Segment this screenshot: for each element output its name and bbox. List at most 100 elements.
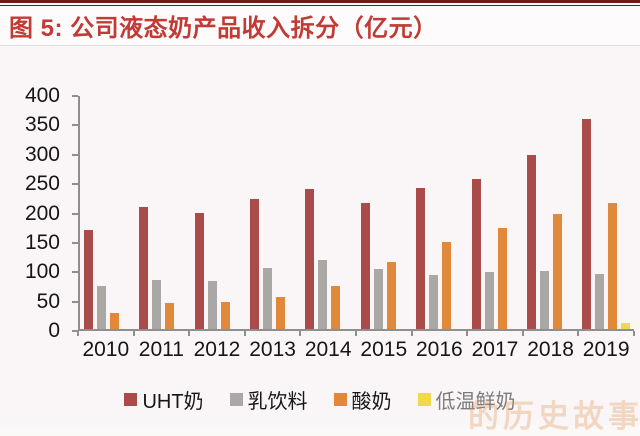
x-tick-mark xyxy=(355,331,357,336)
y-tick-label-100: 100 xyxy=(24,260,60,284)
y-tick-mark xyxy=(72,241,78,244)
bar-酸奶-2014 xyxy=(331,285,341,329)
bar-UHT奶-2014 xyxy=(305,189,315,329)
x-tick-label-2013: 2013 xyxy=(249,338,296,361)
bar-UHT奶-2013 xyxy=(249,199,259,329)
bar-乳饮料-2011 xyxy=(152,279,162,329)
y-tick-mark xyxy=(72,330,78,332)
legend-swatch-酸奶 xyxy=(333,393,347,406)
plot-area xyxy=(78,96,634,331)
bar-酸奶-2010 xyxy=(109,313,119,329)
bar-乳饮料-2013 xyxy=(262,267,272,329)
y-tick-mark xyxy=(72,212,78,215)
bar-酸奶-2019 xyxy=(608,202,618,329)
bar-group-2014 xyxy=(302,96,357,329)
bar-chart: 0 50 100 150 200 250 300 350 400 2010 2011 2012 201… xyxy=(0,47,640,434)
legend-item-UHT奶: UHT奶 xyxy=(124,385,204,414)
x-tick-label-2012: 2012 xyxy=(193,338,241,361)
bar-group-2015 xyxy=(357,96,412,329)
bar-酸奶-2015 xyxy=(386,262,396,329)
y-tick-label-400: 400 xyxy=(24,84,60,107)
bar-UHT奶-2012 xyxy=(194,212,204,329)
bar-低温鲜奶-2019 xyxy=(621,323,631,329)
top-rule-gap xyxy=(0,3,640,5)
bar-group-2016 xyxy=(412,96,467,329)
bar-酸奶-2011 xyxy=(165,302,175,329)
bar-UHT奶-2011 xyxy=(139,206,149,329)
x-tick-label-2017: 2017 xyxy=(471,338,519,361)
bar-乳饮料-2015 xyxy=(373,268,383,329)
bar-UHT奶-2019 xyxy=(582,119,592,329)
x-tick-label-2019: 2019 xyxy=(582,338,630,361)
bar-酸奶-2012 xyxy=(220,301,230,329)
bar-乳饮料-2012 xyxy=(207,281,217,329)
x-tick-mark xyxy=(577,331,580,336)
legend-swatch-乳饮料 xyxy=(229,393,243,406)
bar-酸奶-2013 xyxy=(275,297,285,329)
top-rule-thin xyxy=(0,5,640,6)
x-tick-mark xyxy=(466,331,469,336)
chart-legend: UHT奶 乳饮料 酸奶 低温鲜奶 xyxy=(0,385,640,414)
legend-label-酸奶: 酸奶 xyxy=(351,391,392,413)
bar-乳饮料-2019 xyxy=(595,273,605,329)
bar-酸奶-2016 xyxy=(442,242,452,329)
bar-group-2012 xyxy=(191,96,246,329)
bar-UHT奶-2017 xyxy=(471,178,481,329)
bar-乳饮料-2010 xyxy=(96,286,106,329)
x-tick-mark xyxy=(188,331,191,336)
bar-group-2017 xyxy=(468,96,523,329)
x-tick-mark xyxy=(299,331,302,336)
x-tick-label-2010: 2010 xyxy=(82,338,130,361)
bar-group-2010 xyxy=(80,96,135,329)
bar-group-2011 xyxy=(135,96,190,329)
bar-UHT奶-2010 xyxy=(83,230,93,329)
y-tick-mark xyxy=(72,95,78,97)
y-tick-label-150: 150 xyxy=(24,230,60,254)
legend-label-乳饮料: 乳饮料 xyxy=(247,391,308,413)
bar-酸奶-2017 xyxy=(497,227,507,329)
x-tick-label-2011: 2011 xyxy=(138,338,184,361)
y-tick-label-0: 0 xyxy=(48,319,60,342)
top-rule-thick xyxy=(0,0,640,3)
bar-UHT奶-2018 xyxy=(526,154,536,329)
x-tick-label-2018: 2018 xyxy=(527,338,574,361)
y-tick-label-300: 300 xyxy=(24,142,60,166)
x-tick-label-2015: 2015 xyxy=(360,338,408,361)
x-axis-labels: 2010 2011 2012 2013 2014 2015 2016 2017 2018 2019 xyxy=(78,338,634,362)
bar-乳饮料-2018 xyxy=(539,270,549,329)
figure-title: 图 5: 公司液态奶产品收入拆分（亿元） xyxy=(9,15,438,42)
bar-乳饮料-2014 xyxy=(318,259,328,329)
y-axis-labels: 0 50 100 150 200 250 300 350 400 xyxy=(0,47,70,347)
y-tick-mark xyxy=(72,300,78,303)
legend-swatch-UHT奶 xyxy=(124,393,138,406)
x-tick-label-2016: 2016 xyxy=(416,338,463,361)
bar-UHT奶-2015 xyxy=(360,203,370,329)
legend-item-酸奶: 酸奶 xyxy=(333,385,392,414)
x-tick-mark xyxy=(132,331,135,336)
legend-item-乳饮料: 乳饮料 xyxy=(229,385,308,414)
legend-label-低温鲜奶: 低温鲜奶 xyxy=(435,391,516,413)
y-tick-label-250: 250 xyxy=(24,172,60,196)
y-tick-label-350: 350 xyxy=(24,113,60,137)
legend-swatch-低温鲜奶 xyxy=(417,393,431,406)
bar-酸奶-2018 xyxy=(552,213,562,329)
legend-label-UHT奶: UHT奶 xyxy=(142,391,204,413)
bar-group-2013 xyxy=(246,96,301,329)
y-tick-label-50: 50 xyxy=(36,289,60,313)
bar-group-2019 xyxy=(579,96,634,329)
y-tick-mark xyxy=(72,183,78,186)
y-tick-mark xyxy=(72,153,78,156)
figure-title-bar: 图 5: 公司液态奶产品收入拆分（亿元） xyxy=(0,6,640,46)
x-tick-label-2014: 2014 xyxy=(304,338,352,361)
bar-UHT奶-2016 xyxy=(416,188,426,329)
y-tick-mark xyxy=(72,271,78,274)
bar-乳饮料-2016 xyxy=(429,274,439,329)
x-tick-mark xyxy=(243,331,246,336)
x-tick-mark xyxy=(410,331,413,336)
bar-乳饮料-2017 xyxy=(484,272,494,329)
y-tick-label-200: 200 xyxy=(24,201,60,225)
bar-group-2018 xyxy=(523,96,578,329)
x-tick-mark xyxy=(633,331,635,336)
x-tick-mark xyxy=(521,331,524,336)
y-tick-mark xyxy=(72,124,78,127)
